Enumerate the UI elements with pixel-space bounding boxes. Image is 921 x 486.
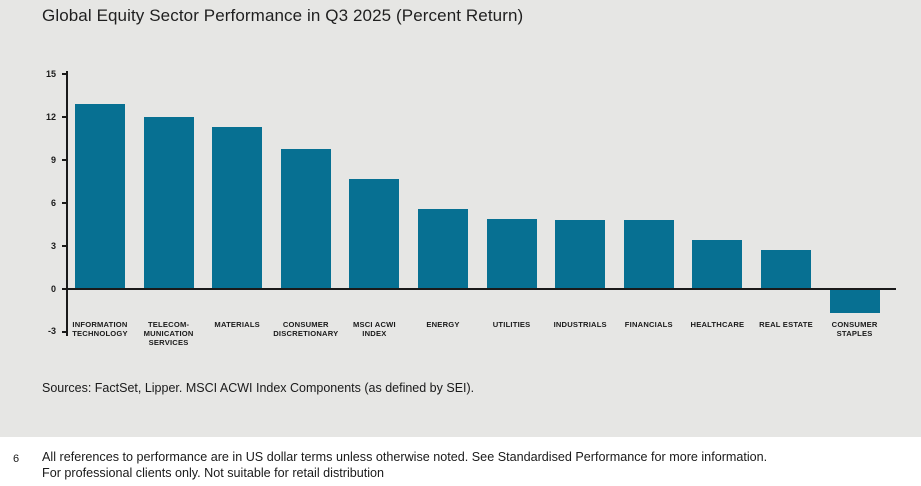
x-axis-label: HEALTHCARE	[690, 320, 745, 329]
bar-real-estate	[761, 250, 811, 289]
x-axis-label: CONSUMER STAPLES	[831, 320, 878, 338]
bar-consumer-staples	[829, 289, 880, 314]
bar-healthcare	[692, 240, 743, 289]
y-tick-label: 0	[50, 283, 56, 294]
x-axis-label: MATERIALS	[214, 320, 260, 329]
bar-utilities	[486, 218, 537, 289]
bar-industrials	[555, 220, 606, 289]
y-axis-tick	[62, 116, 66, 118]
bar-msci-acwi-index	[349, 178, 400, 289]
x-axis-label: FINANCIALS	[624, 320, 673, 329]
y-tick-label: 15	[45, 68, 56, 79]
y-axis-line	[66, 71, 68, 336]
x-axis-label: ENERGY	[426, 320, 460, 329]
bar-materials	[212, 127, 263, 289]
x-axis-label: TELECOM- MUNICATION SERVICES	[143, 320, 194, 347]
footnote-text: All references to performance are in US …	[42, 450, 902, 481]
bar-consumer-discretionary	[280, 148, 331, 289]
y-tick-label: 12	[45, 111, 56, 122]
footnote-line-1: All references to performance are in US …	[42, 450, 768, 464]
y-axis-tick	[62, 245, 66, 247]
zero-baseline	[66, 288, 896, 290]
x-axis-label: INFORMATION TECHNOLOGY	[72, 320, 128, 338]
y-axis-tick	[62, 73, 66, 75]
y-axis-tick	[62, 288, 66, 290]
x-axis-label: CONSUMER DISCRETIONARY	[273, 320, 339, 338]
y-axis-tick	[62, 202, 66, 204]
chart-title: Global Equity Sector Performance in Q3 2…	[42, 6, 524, 25]
bar-financials	[623, 220, 674, 289]
sources-note: Sources: FactSet, Lipper. MSCI ACWI Inde…	[42, 381, 475, 395]
y-tick-label: 6	[50, 197, 56, 208]
y-axis-tick	[62, 159, 66, 161]
footnote-line-2: For professional clients only. Not suita…	[42, 465, 385, 480]
footnote-number: 6	[13, 453, 20, 465]
bar-information-technology	[75, 104, 125, 289]
bar-telecom-munication-services	[143, 117, 194, 289]
x-axis-label: REAL ESTATE	[759, 320, 813, 329]
y-tick-label: 3	[50, 240, 56, 251]
x-axis-label: MSCI ACWI INDEX	[352, 320, 396, 338]
y-tick-label: 9	[50, 154, 56, 165]
x-axis-label: UTILITIES	[492, 320, 531, 329]
x-axis-label: INDUSTRIALS	[553, 320, 607, 329]
bar-chart: 15 12 9 6 3 0 -3 INFORMATION TECHNOLOGY TELECOM- M…	[45, 68, 896, 347]
y-tick-label: -3	[47, 326, 56, 337]
y-axis-tick	[62, 331, 66, 333]
bar-energy	[418, 208, 468, 289]
chart-panel: Global Equity Sector Performance in Q3 2…	[0, 0, 921, 437]
